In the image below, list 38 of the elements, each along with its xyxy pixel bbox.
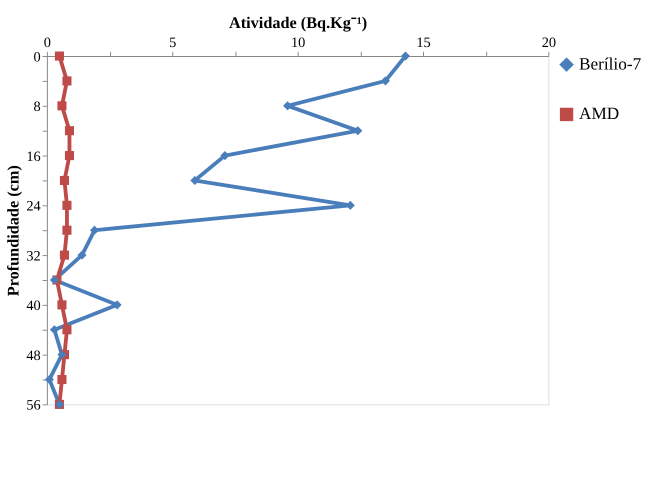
legend-label: Berílio-7: [579, 54, 642, 74]
point: [62, 226, 72, 235]
y-tick-label: 32: [26, 248, 41, 264]
point: [50, 275, 59, 285]
point: [400, 52, 410, 61]
x-tick-label: 5: [169, 34, 176, 51]
y-tick-label: 8: [34, 99, 41, 116]
y-tick-label: 40: [26, 298, 41, 314]
x-tick-label: 10: [290, 34, 306, 51]
point: [44, 374, 54, 384]
legend-label: AMD: [579, 104, 620, 124]
x-axis-title: Atividade (Bq.Kg⁻¹): [229, 14, 368, 32]
x-tick-label: 0: [44, 34, 51, 51]
y-axis-title: Profundidade (cm): [4, 165, 23, 296]
y-tick-label: 24: [26, 198, 41, 215]
y-tick-label: 0: [34, 49, 41, 66]
point: [60, 250, 69, 260]
y-tick-label: 56: [26, 398, 41, 414]
point: [64, 126, 74, 136]
x-tick-label: 20: [542, 34, 556, 51]
y-tick-label: 48: [26, 348, 41, 364]
point: [62, 325, 72, 334]
y-tick-label: 16: [26, 148, 41, 165]
point: [77, 250, 87, 260]
point: [62, 76, 72, 86]
point: [220, 151, 230, 160]
point: [90, 226, 100, 235]
x-tick-label: 15: [416, 34, 431, 51]
point: [54, 52, 64, 61]
point: [57, 374, 66, 384]
point: [57, 300, 66, 310]
point: [64, 151, 74, 160]
point: [380, 76, 390, 86]
point: [57, 350, 66, 360]
point: [60, 176, 69, 185]
point: [62, 200, 72, 210]
point: [50, 325, 59, 334]
point: [57, 101, 66, 110]
